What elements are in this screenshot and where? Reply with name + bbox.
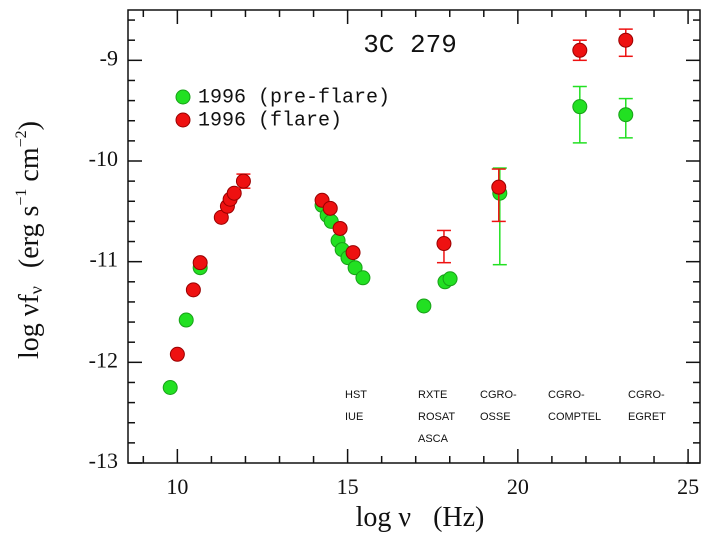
y-tick-label: -11 [89, 247, 118, 272]
annotation: HST [345, 389, 367, 401]
x-tick-label: 15 [337, 474, 359, 499]
annotation: CGRO- [480, 389, 517, 401]
data-point [178, 312, 194, 328]
annotation: RXTE [418, 389, 447, 401]
data-point [491, 179, 507, 195]
data-point [332, 220, 348, 236]
annotation: COMPTEL [548, 411, 601, 423]
data-point [235, 173, 251, 189]
y-tick-label: -13 [89, 448, 118, 473]
data-point [436, 236, 452, 252]
data-point [226, 185, 242, 201]
annotation: ASCA [418, 433, 449, 445]
legend-label: 1996 (flare) [198, 109, 342, 132]
annotation: IUE [345, 411, 363, 423]
y-axis-label: log νfν(erg s−1 cm−2) [13, 121, 46, 359]
annotation: CGRO- [548, 389, 585, 401]
x-tick-label: 10 [166, 474, 188, 499]
annotation: EGRET [628, 411, 666, 423]
data-point [618, 107, 634, 123]
plot-frame [127, 9, 701, 464]
chart-title: 3C 279 [363, 30, 457, 60]
x-tick-label: 20 [507, 474, 529, 499]
y-tick-label: -12 [89, 347, 118, 372]
x-axis-label: log ν (Hz) [356, 502, 485, 533]
data-point [618, 32, 634, 48]
data-point [345, 245, 361, 261]
annotation: ROSAT [418, 411, 455, 423]
legend-marker [175, 89, 191, 105]
legend-label: 1996 (pre-flare) [198, 86, 390, 109]
data-point [322, 200, 338, 216]
x-tick-label: 25 [677, 474, 699, 499]
annotation: OSSE [480, 411, 511, 423]
data-point [572, 99, 588, 115]
y-tick-label: -9 [100, 45, 118, 70]
data-point [192, 255, 208, 271]
data-point [442, 271, 458, 287]
data-point [347, 260, 363, 276]
data-point [169, 346, 185, 362]
legend-marker [175, 112, 191, 128]
data-point [185, 282, 201, 298]
data-point [572, 42, 588, 58]
data-point [162, 380, 178, 395]
annotation: CGRO- [628, 389, 665, 401]
data-point [416, 298, 432, 314]
y-tick-label: -10 [89, 146, 118, 171]
data-point [355, 270, 371, 286]
